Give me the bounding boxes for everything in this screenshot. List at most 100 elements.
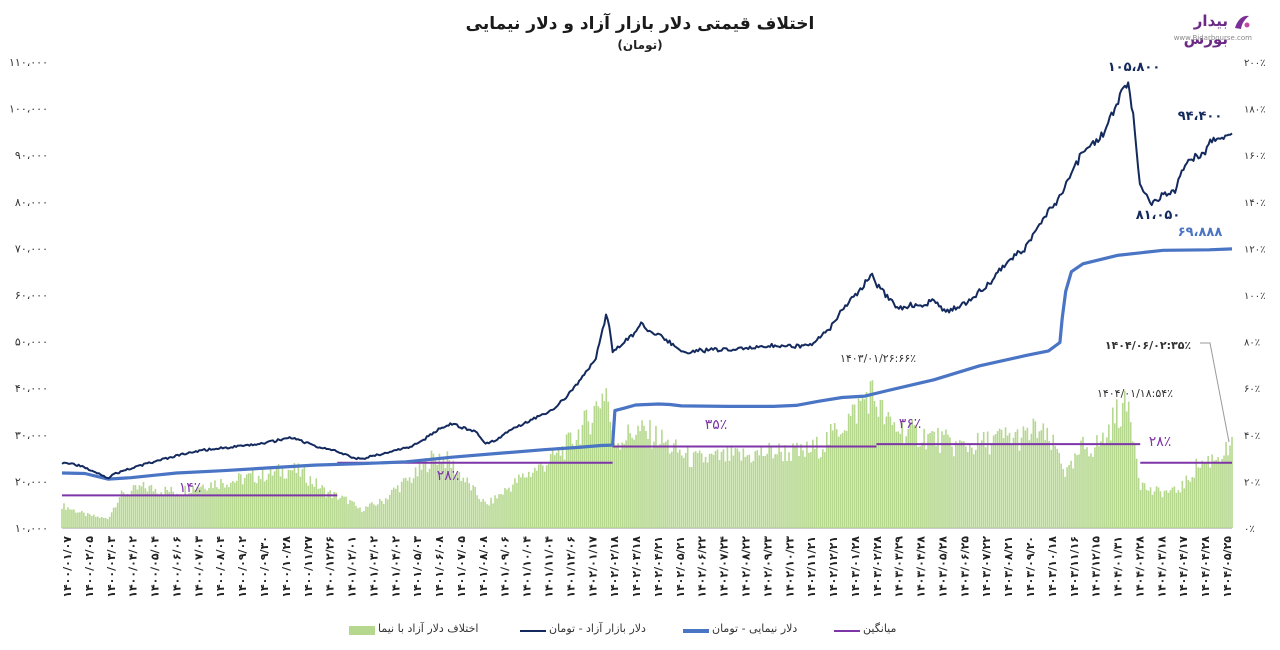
legend-item-free: دلار بازار آزاد - تومان (549, 622, 646, 635)
chart-legend: اختلاف دلار آزاد با نیما دلار بازار آزاد… (0, 622, 1280, 640)
x-axis-tick-label: ۱۴۰۳/۰۵/۲۸ (936, 536, 949, 598)
x-axis-tick-label: ۱۴۰۰/۰۸/۰۴ (214, 536, 227, 598)
x-axis-tick-label: ۱۴۰۱/۰۹/۰۶ (499, 536, 512, 598)
x-axis-tick-label: ۱۴۰۱/۰۷/۰۵ (455, 536, 468, 598)
x-axis-tick-label: ۱۴۰۱/۰۲/۰۱ (346, 536, 359, 598)
legend-item-nima: دلار نیمایی - تومان (712, 622, 798, 635)
right-axis-tick-label: ۱۶۰٪ (1244, 151, 1265, 162)
average-label: ۳۶٪ (899, 416, 922, 432)
x-axis-tick-label: ۱۴۰۱/۰۸/۰۸ (477, 536, 490, 598)
x-axis-tick-label: ۱۴۰۴/۰۲/۲۸ (1133, 536, 1146, 598)
x-axis-tick-label: ۱۴۰۳/۰۴/۲۸ (915, 536, 928, 598)
x-axis-tick-label: ۱۴۰۰/۰۵/۰۴ (149, 536, 162, 598)
average-label: ۱۴٪ (179, 480, 202, 496)
left-axis-tick-label: ۷۰،۰۰۰ (15, 242, 48, 255)
x-axis-tick-label: ۱۴۰۱/۰۴/۰۲ (389, 536, 402, 598)
x-axis-tick-label: ۱۴۰۰/۰۹/۰۲ (236, 536, 249, 598)
x-axis-tick-label: ۱۴۰۱/۱۰/۰۴ (521, 536, 534, 598)
annotation-last-free: ۹۴،۴۰۰ (1178, 109, 1223, 124)
x-axis-tick-label: ۱۴۰۲/۰۷/۲۴ (718, 536, 731, 598)
x-axis-tick-label: ۱۴۰۰/۱۲/۲۶ (324, 536, 337, 598)
legend-swatch-diff (349, 626, 375, 635)
average-label: ۳۵٪ (705, 417, 728, 433)
legend-swatch-nima (683, 629, 709, 633)
x-axis-tick-label: ۱۴۰۰/۰۱/۰۷ (61, 536, 74, 598)
x-axis-tick-label: ۱۴۰۱/۰۶/۰۸ (433, 536, 446, 598)
chart-title: اختلاف قیمتی دلار بازار آزاد و دلار نیما… (465, 14, 815, 34)
legend-swatch-avg (834, 630, 860, 632)
annotation-min-free: ۸۱،۰۵۰ (1136, 208, 1181, 223)
x-axis-tick-label: ۱۴۰۱/۱۲/۰۶ (564, 536, 577, 598)
left-axis-tick-label: ۹۰،۰۰۰ (15, 149, 48, 162)
average-label: ۲۸٪ (437, 468, 460, 484)
annotation-leader-line (1200, 342, 1230, 443)
x-axis-tick-label: ۱۴۰۳/۰۹/۲۰ (1024, 536, 1037, 598)
x-axis-tick-label: ۱۴۰۰/۰۷/۰۳ (192, 536, 205, 598)
average-label: ۲۸٪ (1149, 434, 1172, 450)
left-axis-tick-label: ۲۰،۰۰۰ (15, 475, 48, 488)
x-axis-tick-label: ۱۴۰۲/۱۲/۲۱ (827, 536, 840, 598)
x-axis-tick-label: ۱۴۰۰/۰۶/۰۶ (170, 536, 183, 598)
x-axis-tick-label: ۱۴۰۲/۰۲/۱۸ (608, 536, 621, 598)
x-axis-tick-label: ۱۴۰۴/۰۴/۲۸ (1199, 536, 1212, 598)
x-axis-tick-label: ۱۴۰۱/۰۳/۰۲ (367, 536, 380, 598)
annotation-peak-1404: ۱۴۰۴/۰۱/۱۸:۵۴٪ (1097, 387, 1173, 400)
annotation-last-nima: ۶۹،۸۸۸ (1178, 225, 1223, 240)
annotation-last-diff: ۱۴۰۴/۰۶/۰۲:۳۵٪ (1105, 339, 1191, 352)
right-axis-tick-label: ۱۲۰٪ (1244, 244, 1265, 255)
brand-name: بیدار بورس (1183, 12, 1228, 48)
x-axis-tick-label: ۱۴۰۰/۱۰/۲۸ (280, 536, 293, 598)
chart-subtitle: (تومان) (617, 38, 663, 52)
x-axis-tick-label: ۱۴۰۳/۰۳/۲۹ (893, 536, 906, 598)
x-axis-tick-label: ۱۴۰۰/۱۱/۲۷ (302, 536, 315, 598)
left-axis-tick-label: ۱۰،۰۰۰ (15, 522, 48, 535)
x-axis-tick-label: ۱۴۰۴/۰۱/۳۱ (1112, 536, 1125, 598)
nima-rate-line (61, 247, 1233, 481)
x-axis-tick-label: ۱۴۰۲/۰۶/۲۲ (696, 536, 709, 598)
x-axis-tick-label: ۱۴۰۱/۱۱/۰۴ (543, 536, 556, 598)
right-axis-tick-label: ۰٪ (1244, 524, 1255, 535)
right-axis-tick-label: ۲۰٪ (1244, 477, 1260, 488)
x-axis-tick-label: ۱۴۰۴/۰۳/۱۸ (1155, 536, 1168, 598)
right-axis-tick-label: ۴۰٪ (1244, 431, 1260, 442)
free-market-rate-line (61, 81, 1233, 480)
x-axis-tick-label: ۱۴۰۳/۱۱/۱۶ (1068, 536, 1081, 598)
x-axis-tick-label: ۱۴۰۰/۰۳/۰۳ (105, 536, 118, 598)
x-axis-tick-label: ۱۴۰۳/۰۸/۲۱ (1002, 536, 1015, 598)
left-axis-tick-label: ۱۱۰،۰۰۰ (9, 56, 48, 69)
right-axis-tick-label: ۶۰٪ (1244, 384, 1260, 395)
right-axis-tick-label: ۱۰۰٪ (1244, 291, 1265, 302)
chart-canvas: ۱۰،۰۰۰ ۲۰،۰۰۰ ۳۰،۰۰۰ ۴۰،۰۰۰ ۵۰،۰۰۰ ۶۰،۰۰۰ ۷۰،۰… (9, 56, 1265, 598)
left-axis-tick-label: ۳۰،۰۰۰ (15, 429, 48, 442)
right-axis-tick-label: ۲۰۰٪ (1244, 58, 1265, 69)
brand-logo: بیدار بورس www.Bidarbourse.com (1152, 10, 1252, 48)
right-axis-tick-label: ۸۰٪ (1244, 338, 1260, 349)
left-axis-tick-label: ۱۰۰،۰۰۰ (9, 103, 48, 116)
left-axis-tick-label: ۴۰،۰۰۰ (15, 382, 48, 395)
annotation-peak-1403: ۱۴۰۳/۰۱/۲۶:۶۶٪ (840, 352, 916, 365)
legend-item-avg: میانگین (863, 622, 897, 635)
left-axis-tick-label: ۵۰،۰۰۰ (15, 336, 48, 349)
x-axis-tick-label: ۱۴۰۳/۰۶/۲۵ (958, 536, 971, 598)
x-axis-tick-label: ۱۴۰۳/۰۲/۲۸ (871, 536, 884, 598)
x-axis-tick-label: ۱۴۰۰/۰۹/۳۰ (258, 536, 271, 598)
x-axis-tick-label: ۱۴۰۱/۰۵/۰۳ (411, 536, 424, 598)
x-axis-tick-label: ۱۴۰۳/۰۱/۲۸ (849, 536, 862, 598)
left-axis-tick-label: ۶۰،۰۰۰ (15, 289, 48, 302)
brand-url: www.Bidarbourse.com (1173, 34, 1252, 42)
x-axis-tick-label: ۱۴۰۲/۱۰/۲۳ (783, 536, 796, 598)
right-axis-tick-label: ۱۸۰٪ (1244, 105, 1265, 116)
x-axis-tick-label: ۱۴۰۲/۱۱/۲۱ (805, 536, 818, 598)
left-axis-tick-label: ۸۰،۰۰۰ (15, 196, 48, 209)
x-axis-tick-label: ۱۴۰۲/۰۴/۲۱ (652, 536, 665, 598)
x-axis-tick-label: ۱۴۰۰/۰۴/۰۲ (127, 536, 140, 598)
legend-swatch-free (520, 630, 546, 632)
right-axis-tick-label: ۱۴۰٪ (1244, 198, 1265, 209)
x-axis-tick-label: ۱۴۰۳/۰۷/۲۲ (980, 536, 993, 598)
x-axis-tick-label: ۱۴۰۲/۰۵/۲۱ (674, 536, 687, 598)
x-axis-tick-label: ۱۴۰۳/۱۰/۱۸ (1046, 536, 1059, 598)
x-axis-tick-label: ۱۴۰۲/۰۳/۱۸ (630, 536, 643, 598)
x-axis-tick-label: ۱۴۰۴/۰۴/۱۷ (1177, 536, 1190, 598)
legend-item-diff: اختلاف دلار آزاد با نیما (378, 622, 479, 635)
annotation-max-free: ۱۰۵،۸۰۰ (1108, 60, 1161, 75)
